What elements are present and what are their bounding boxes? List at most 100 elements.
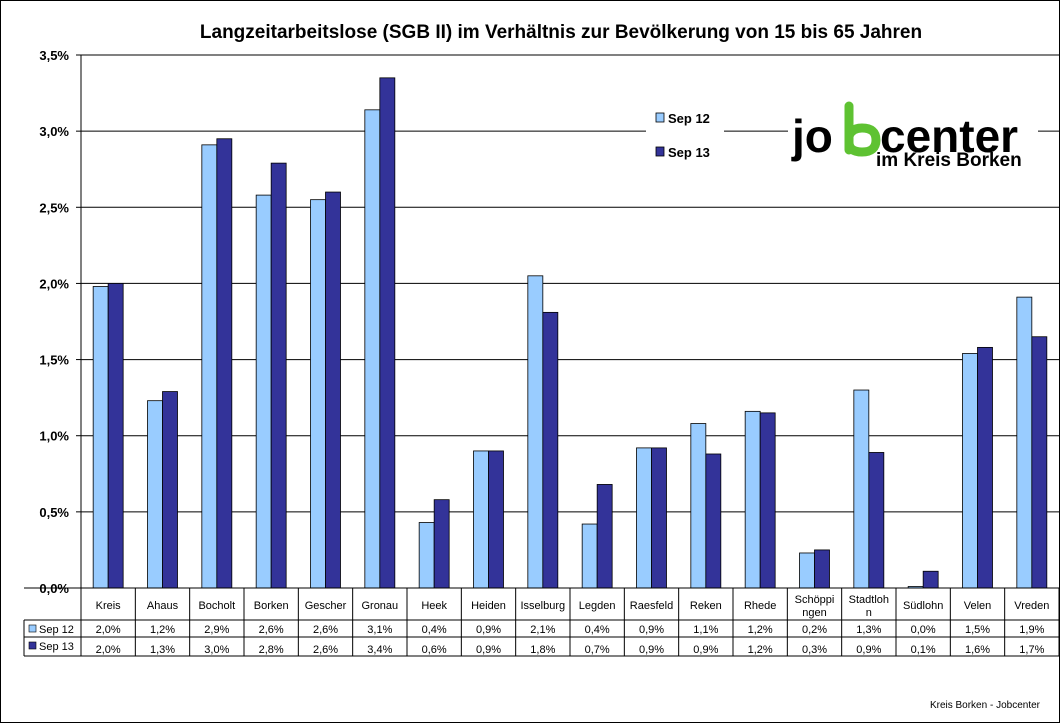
category-label: Gescher — [305, 600, 347, 612]
bar-sep12 — [364, 109, 381, 589]
table-cell: 2,6% — [259, 624, 284, 636]
bar-sep12 — [581, 523, 598, 589]
bar-sep13 — [216, 138, 233, 589]
bar-sep13 — [1031, 336, 1048, 589]
bar-sep12 — [310, 199, 326, 589]
bar-sep12 — [255, 194, 272, 589]
bar-sep12 — [962, 353, 978, 589]
bar-sep13 — [922, 570, 939, 589]
bar-sep13 — [162, 391, 178, 589]
table-cell: 1,2% — [150, 624, 175, 636]
legend-label-sep12: Sep 12 — [668, 111, 710, 126]
logo-subtitle: im Kreis Borken — [876, 150, 1022, 171]
category-label: Legden — [579, 600, 616, 612]
table-cell: 0,9% — [693, 644, 718, 656]
table-cell: 2,6% — [313, 624, 338, 636]
bar-sep12 — [636, 447, 652, 589]
table-row-key — [28, 641, 37, 650]
bar-sep13 — [596, 484, 613, 589]
y-tick-label: 2,0% — [39, 276, 69, 291]
category-label: Heiden — [471, 600, 506, 612]
table-cell: 1,3% — [856, 624, 881, 636]
bar-sep13 — [868, 452, 885, 589]
category-label: Ahaus — [147, 600, 179, 612]
bar-sep12 — [92, 286, 109, 589]
y-tick-label: 1,0% — [39, 429, 69, 444]
table-cell: 0,7% — [585, 644, 610, 656]
table-cell: 0,4% — [422, 624, 447, 636]
bar-sep13 — [759, 412, 776, 589]
bar-sep13 — [379, 77, 396, 589]
category-label: Isselburg — [521, 600, 566, 612]
y-tick-label: 3,0% — [39, 124, 69, 139]
table-cell: 0,9% — [856, 644, 881, 656]
table-cell: 0,6% — [422, 644, 447, 656]
table-cell: 3,1% — [367, 624, 392, 636]
table-row-header: Sep 12 — [39, 624, 74, 636]
legend-swatch-sep12 — [655, 112, 665, 123]
table-cell: 1,1% — [693, 624, 718, 636]
table-cell: 3,0% — [204, 644, 229, 656]
bar-sep12 — [853, 389, 870, 589]
table-cell: 1,5% — [965, 624, 990, 636]
category-label: Borken — [254, 600, 289, 612]
bar-sep12 — [744, 410, 761, 589]
jobcenter-logo: jo center im Kreis Borken — [788, 100, 1038, 172]
logo-suffix: center — [880, 110, 1018, 162]
table-cell: 0,9% — [476, 624, 501, 636]
table-cell: 0,9% — [639, 644, 664, 656]
table-cell: 2,1% — [530, 624, 555, 636]
table-row-key — [28, 624, 37, 633]
table-cell: 2,6% — [313, 644, 338, 656]
y-tick-label: 1,5% — [39, 353, 69, 368]
table-cell: 3,4% — [367, 644, 392, 656]
y-tick-label: 3,5% — [39, 48, 69, 63]
table-cell: 1,6% — [965, 644, 990, 656]
bar-sep12 — [473, 450, 489, 589]
category-label: Schöppi ngen — [795, 594, 835, 619]
bar-sep13 — [488, 450, 504, 589]
table-cell: 0,9% — [639, 624, 664, 636]
table-cell: 1,8% — [530, 644, 555, 656]
table-cell: 2,0% — [96, 624, 121, 636]
bar-sep13 — [814, 549, 830, 589]
table-cell: 0,0% — [911, 624, 936, 636]
bar-sep13 — [270, 162, 287, 589]
table-cell: 0,3% — [802, 644, 827, 656]
category-label: Rhede — [744, 600, 776, 612]
table-cell: 0,2% — [802, 624, 827, 636]
category-label: Bocholt — [198, 600, 235, 612]
bar-sep12 — [418, 522, 435, 589]
category-label: Velen — [964, 600, 992, 612]
bar-sep13 — [651, 447, 667, 589]
bar-sep13 — [542, 311, 559, 589]
table-cell: 1,3% — [150, 644, 175, 656]
bar-sep13 — [705, 453, 722, 589]
table-cell: 1,2% — [748, 644, 773, 656]
bar-sep13 — [107, 283, 124, 589]
chart-title: Langzeitarbeitslose (SGB II) im Verhältn… — [200, 22, 922, 43]
bar-sep13 — [433, 499, 450, 589]
bar-sep12 — [690, 423, 707, 589]
legend: Sep 12 Sep 13 — [646, 100, 724, 168]
table-cell: 2,8% — [259, 644, 284, 656]
category-label: Vreden — [1014, 600, 1049, 612]
bar-sep12 — [201, 144, 218, 589]
bar-sep12 — [527, 275, 544, 589]
table-row-header: Sep 13 — [39, 641, 74, 653]
legend-label-sep13: Sep 13 — [668, 145, 710, 160]
category-label: Südlohn — [903, 600, 943, 612]
bar-sep12 — [1016, 296, 1033, 589]
table-cell: 0,9% — [476, 644, 501, 656]
category-label: Gronau — [361, 600, 398, 612]
table-cell: 1,9% — [1019, 624, 1044, 636]
table-cell: 2,9% — [204, 624, 229, 636]
bar-sep13 — [977, 346, 993, 589]
y-tick-label: 0,5% — [39, 505, 69, 520]
bar-sep12 — [147, 400, 163, 589]
category-label: Heek — [421, 600, 447, 612]
table-cell: 1,7% — [1019, 644, 1044, 656]
legend-swatch-sep13 — [655, 146, 665, 157]
table-cell: 1,2% — [748, 624, 773, 636]
